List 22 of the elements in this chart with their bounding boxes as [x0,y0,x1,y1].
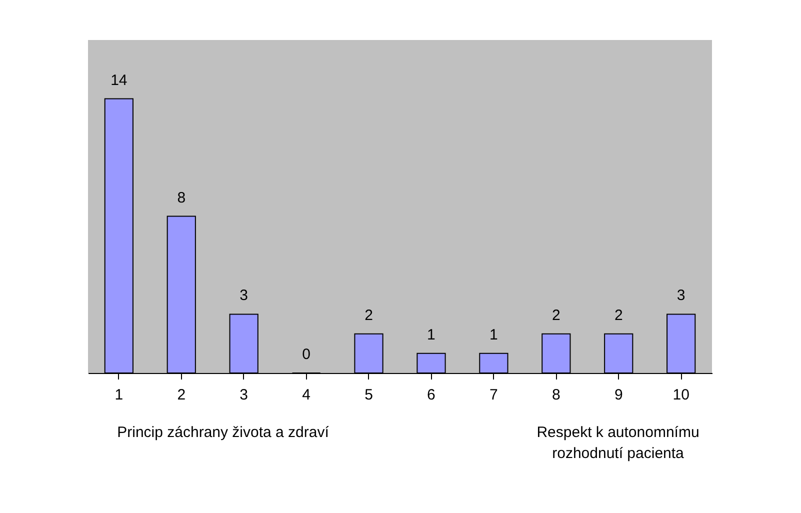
x-tick-label: 4 [302,386,310,404]
data-label: 1 [490,326,498,344]
data-label: 2 [614,306,623,324]
text: Respekt k autonomnímu rozhodnutí pacienta [536,424,700,462]
x-tick-label: 8 [552,386,560,404]
x-tick-label: 9 [614,386,623,404]
data-label: 0 [302,346,310,363]
data-label: 2 [364,306,373,324]
data-label: 3 [240,287,248,304]
x-tick-label: 1 [114,386,124,404]
x-tick-label: 6 [427,386,436,404]
data-label: 8 [177,189,186,206]
data-label: 3 [676,287,686,304]
x-tick-label: 5 [364,386,373,404]
x-tick-label: 2 [177,386,186,404]
data-label: 2 [552,306,560,324]
text: Princip záchrany života a zdraví [117,424,330,441]
x-tick-label: 3 [240,386,248,404]
data-label: 14 [110,72,128,89]
x-tick-label: 10 [672,386,690,404]
data-label: 1 [427,326,436,344]
x-tick-label: 7 [490,386,498,404]
